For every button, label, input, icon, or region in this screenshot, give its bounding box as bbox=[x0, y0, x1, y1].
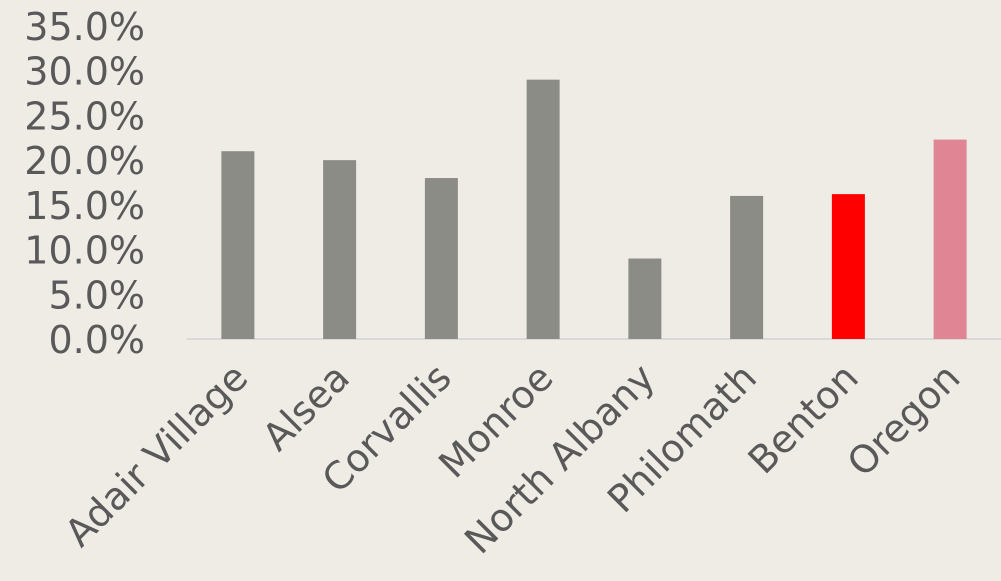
y-tick-label: 25.0% bbox=[24, 94, 145, 138]
bar-monroe bbox=[526, 79, 560, 340]
y-tick-label: 35.0% bbox=[24, 5, 145, 49]
y-tick-label: 10.0% bbox=[24, 229, 145, 273]
bar-oregon bbox=[933, 139, 967, 339]
bar-adair-village bbox=[221, 151, 255, 339]
y-tick-label: 20.0% bbox=[24, 139, 145, 183]
y-tick-label: 15.0% bbox=[24, 184, 145, 228]
y-tick-label: 5.0% bbox=[48, 273, 145, 317]
y-axis-tick-labels: 0.0%5.0%10.0%15.0%20.0%25.0%30.0%35.0% bbox=[24, 5, 145, 362]
bar-philomath bbox=[730, 195, 764, 339]
y-tick-label: 30.0% bbox=[24, 50, 145, 94]
bar-alsea bbox=[323, 160, 357, 339]
bar-corvallis bbox=[424, 178, 458, 339]
bar-benton bbox=[831, 194, 865, 339]
bars bbox=[221, 79, 967, 340]
x-category-label: Adair Village bbox=[56, 355, 256, 555]
x-category-label: Oregon bbox=[839, 355, 969, 485]
y-tick-label: 0.0% bbox=[48, 318, 145, 362]
bar-north-albany bbox=[628, 258, 662, 339]
